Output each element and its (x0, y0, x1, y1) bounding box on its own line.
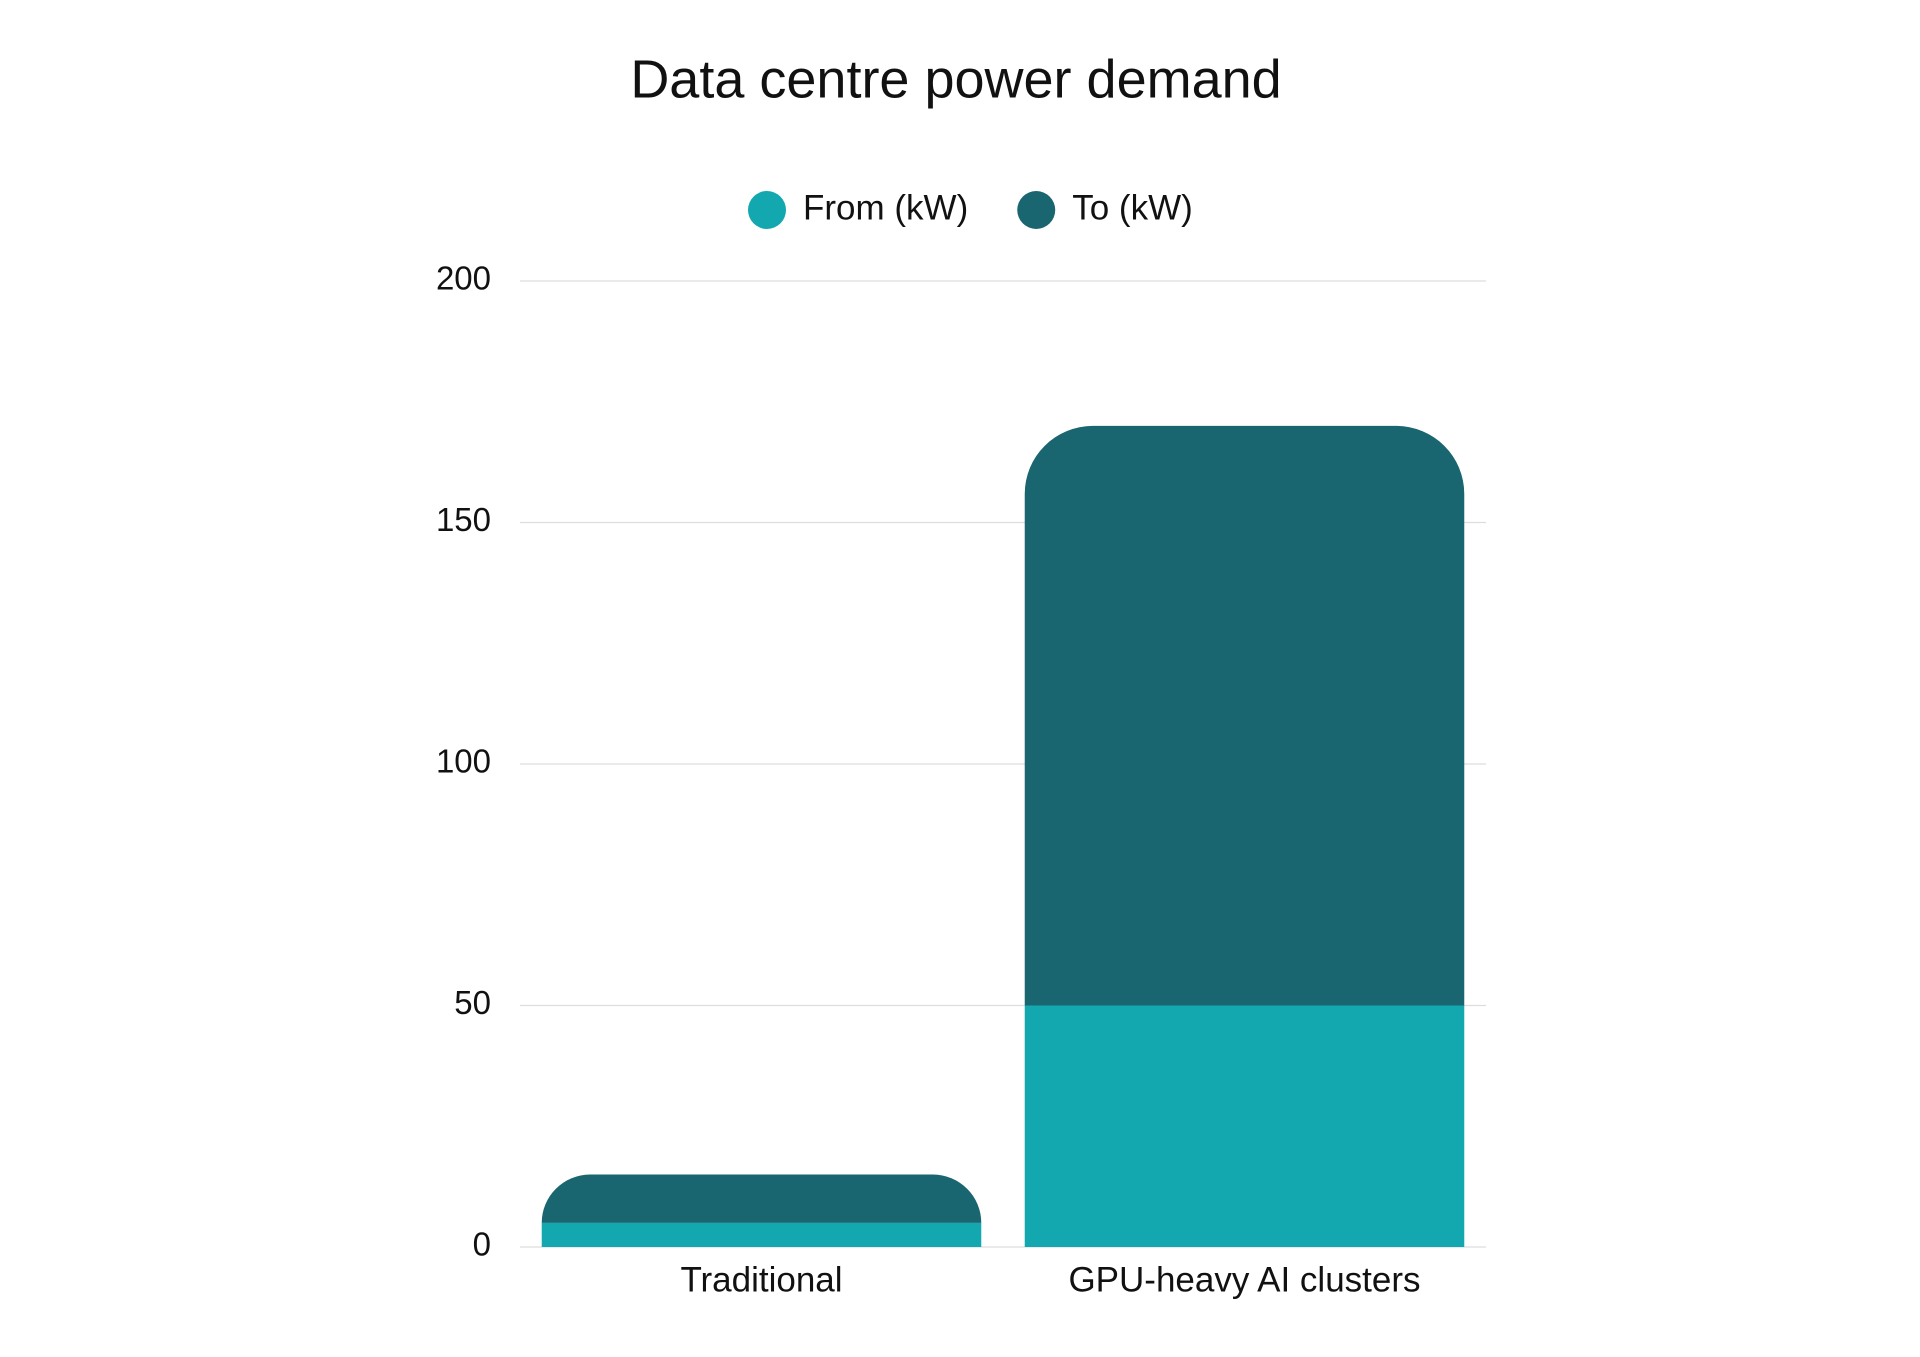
legend-marker (1017, 191, 1056, 229)
y-tick-label: 50 (454, 984, 491, 1021)
y-tick-label: 100 (436, 743, 491, 780)
x-tick-label: Traditional (680, 1260, 842, 1299)
y-tick-label: 150 (436, 501, 491, 538)
y-tick-label: 0 (473, 1226, 491, 1263)
legend-label: To (kW) (1072, 188, 1193, 227)
legend-label: From (kW) (803, 188, 968, 227)
x-tick-label: GPU-heavy AI clusters (1068, 1260, 1420, 1299)
bar-segment (1024, 1005, 1465, 1247)
legend-marker (748, 191, 786, 229)
bar-segment (541, 1174, 982, 1223)
y-tick-label: 200 (436, 260, 491, 297)
chart-title: Data centre power demand (630, 49, 1281, 109)
bar-segment (541, 1222, 982, 1247)
bar-segment (1024, 425, 1465, 1006)
